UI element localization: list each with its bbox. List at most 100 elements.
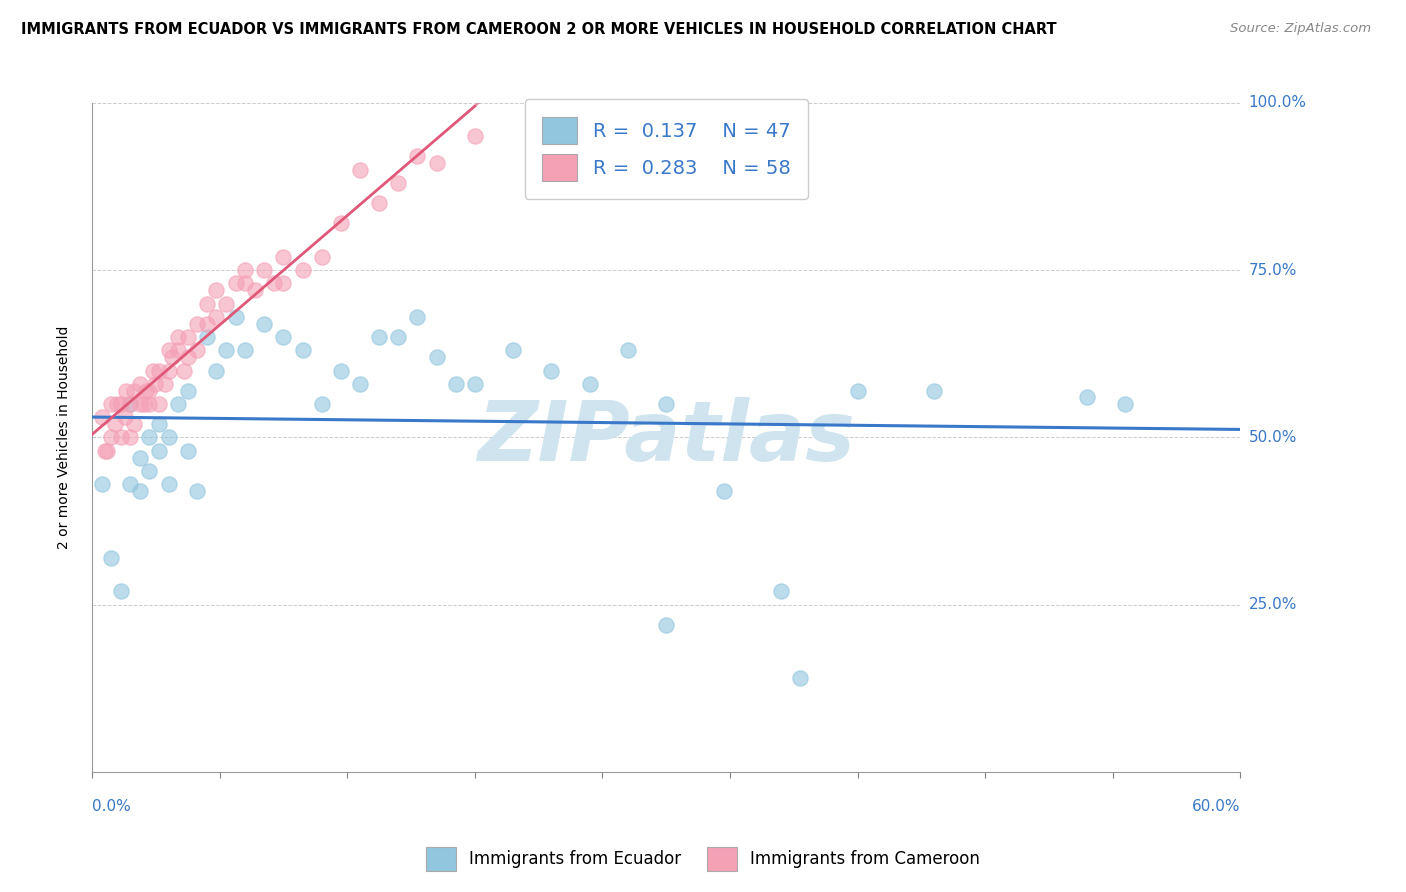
Point [273,330,295,344]
Point [148,363,170,377]
Point [846,384,869,398]
Point [233,343,256,358]
Point [769,584,792,599]
Point [195,296,218,310]
Point [128,397,150,411]
Point [233,277,256,291]
Point [162,350,184,364]
Text: IMMIGRANTS FROM ECUADOR VS IMMIGRANTS FROM CAMEROON 2 OR MORE VEHICLES IN HOUSEH: IMMIGRANTS FROM ECUADOR VS IMMIGRANTS FR… [21,22,1057,37]
Point [167,397,190,411]
Point [157,343,180,358]
Point [225,310,247,324]
Point [122,384,145,398]
Point [655,617,678,632]
Point [215,296,238,310]
Point [90,477,112,491]
Point [135,384,157,398]
Point [110,584,132,599]
Point [225,277,247,291]
Point [253,317,276,331]
Point [122,417,145,431]
Point [349,162,371,177]
Point [153,376,176,391]
Point [167,330,190,344]
Point [233,263,256,277]
Point [195,317,218,331]
Point [311,250,333,264]
Point [617,343,640,358]
Point [173,363,195,377]
Point [157,477,180,491]
Text: Source: ZipAtlas.com: Source: ZipAtlas.com [1230,22,1371,36]
Point [329,216,352,230]
Text: 25.0%: 25.0% [1249,598,1296,612]
Point [387,176,409,190]
Text: 50.0%: 50.0% [1249,430,1296,445]
Point [1114,397,1136,411]
Point [167,343,190,358]
Point [1076,390,1098,404]
Point [205,283,228,297]
Point [273,250,295,264]
Point [243,283,266,297]
Text: ZIPatlas: ZIPatlas [477,397,855,478]
Point [922,384,945,398]
Point [253,263,276,277]
Point [110,430,132,444]
Point [96,443,118,458]
Point [120,397,142,411]
Point [311,397,333,411]
Point [368,330,391,344]
Point [713,483,735,498]
Point [148,443,170,458]
Point [444,376,467,391]
Point [104,417,127,431]
Point [138,384,160,398]
Point [291,263,314,277]
Point [425,156,447,170]
Point [349,376,371,391]
Point [406,149,429,163]
Legend: R =  0.137    N = 47, R =  0.283    N = 58: R = 0.137 N = 47, R = 0.283 N = 58 [524,99,808,199]
Point [138,430,160,444]
Point [655,397,678,411]
Point [789,672,811,686]
Point [138,397,160,411]
Point [205,310,228,324]
Text: 0.0%: 0.0% [91,799,131,814]
Point [94,443,117,458]
Point [110,397,132,411]
Point [329,363,352,377]
Point [578,376,600,391]
Point [273,277,295,291]
Y-axis label: 2 or more Vehicles in Household: 2 or more Vehicles in Household [58,326,72,549]
Point [186,483,208,498]
Point [177,384,200,398]
Point [128,483,150,498]
Point [100,397,122,411]
Point [263,277,285,291]
Point [186,343,208,358]
Point [114,410,136,425]
Text: 60.0%: 60.0% [1192,799,1240,814]
Point [464,376,486,391]
Point [502,343,524,358]
Point [128,376,150,391]
Point [215,343,238,358]
Point [148,397,170,411]
Point [157,363,180,377]
Point [148,417,170,431]
Point [157,430,180,444]
Point [425,350,447,364]
Point [177,350,200,364]
Point [105,397,128,411]
Point [115,384,138,398]
Text: 75.0%: 75.0% [1249,262,1296,277]
Point [100,430,122,444]
Point [291,343,314,358]
Point [142,363,165,377]
Point [120,397,142,411]
Point [406,310,429,324]
Point [177,330,200,344]
Point [540,363,562,377]
